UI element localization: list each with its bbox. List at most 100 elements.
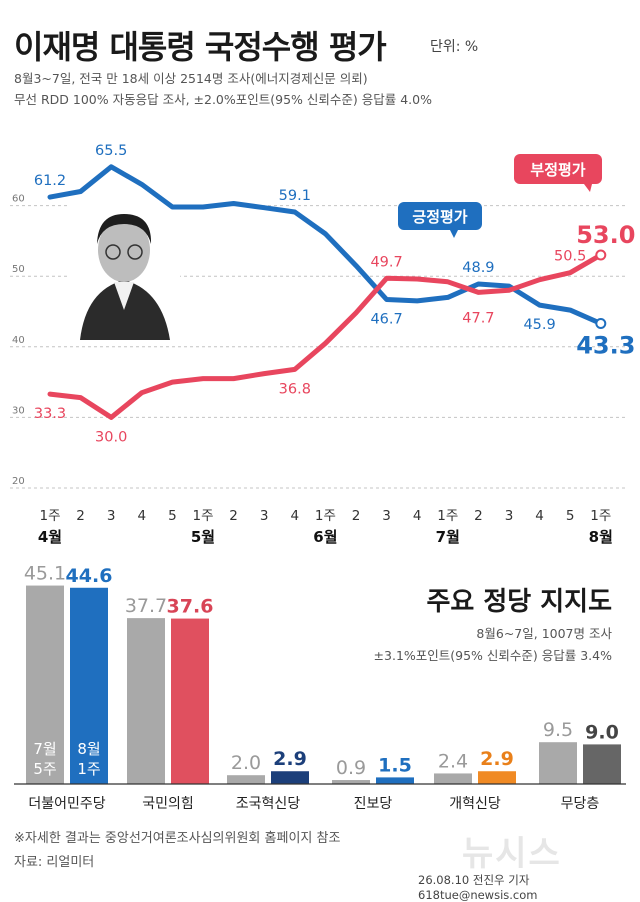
bar-survey-info-line-1: 8월6~7일, 1007명 조사 (476, 626, 612, 641)
bar-prev-value: 9.5 (543, 719, 573, 741)
x-tick-label: 4 (535, 508, 544, 524)
period-label-curr-week: 1주 (77, 760, 100, 778)
bar-curr (271, 771, 309, 784)
y-tick-label: 20 (12, 476, 25, 487)
y-tick-label: 30 (12, 405, 25, 416)
bar-curr (376, 777, 414, 784)
x-tick-label: 1주 (315, 508, 336, 524)
month-label: 5월 (191, 528, 215, 546)
bar-prev (332, 780, 370, 784)
x-tick-label: 4 (413, 508, 422, 524)
bar-curr-value: 2.9 (480, 748, 514, 770)
callout-box (398, 202, 482, 230)
survey-info-line-1: 8월3~7일, 전국 만 18세 이상 2514명 조사(에너지경제신문 의뢰) (14, 71, 368, 86)
period-label-curr-month: 8월 (77, 740, 100, 758)
x-tick-label: 3 (107, 508, 116, 524)
photo-glasses-right (127, 244, 143, 260)
final-point-marker (595, 318, 607, 330)
x-tick-label: 4 (138, 508, 147, 524)
month-label: 7월 (436, 528, 460, 546)
x-tick-label: 5 (566, 508, 575, 524)
data-label: 36.8 (279, 381, 311, 397)
callout-pointer (450, 230, 458, 238)
photo-glasses-left (105, 244, 121, 260)
data-label: 59.1 (279, 188, 311, 204)
callout-pointer (584, 184, 592, 192)
category-label: 조국혁신당 (236, 796, 301, 812)
bar-survey-info-line-2: ±3.1%포인트(95% 신뢰수준) 응답률 3.4% (374, 648, 613, 663)
final-value-label: 53.0 (576, 221, 635, 249)
bar-curr (583, 744, 621, 784)
x-tick-label: 1주 (192, 508, 213, 524)
bar-prev-value: 2.4 (438, 750, 468, 772)
source-label: 자료: 리얼미터 (14, 855, 95, 870)
bar-prev-value: 2.0 (231, 752, 261, 774)
category-label: 개혁신당 (449, 796, 501, 812)
x-tick-label: 2 (76, 508, 85, 524)
bar-curr-value: 9.0 (585, 721, 619, 743)
bar-curr-value: 37.6 (167, 596, 214, 618)
month-label: 6월 (313, 528, 337, 546)
x-tick-label: 2 (229, 508, 238, 524)
party-support-bar-chart: 주요 정당 지지도 8월6~7일, 1007명 조사 ±3.1%포인트(95% 신뢰… (14, 563, 626, 812)
y-tick-label: 60 (12, 194, 25, 205)
bar-prev (539, 742, 577, 784)
month-label: 4월 (38, 528, 62, 546)
period-label-prev-month: 7월 (33, 740, 56, 758)
data-label: 48.9 (462, 260, 494, 276)
positive-callout: 긍정평가 (398, 202, 482, 238)
data-label: 46.7 (370, 311, 402, 327)
data-label: 50.5 (554, 249, 586, 265)
y-tick-label: 40 (12, 335, 25, 346)
x-tick-label: 3 (260, 508, 269, 524)
bar-prev (227, 775, 265, 784)
data-label: 61.2 (34, 173, 66, 189)
x-tick-label: 2 (474, 508, 483, 524)
credit-line: 26.08.10 전진우 기자 618tue@newsis.com (418, 873, 538, 902)
bar-curr (171, 618, 209, 784)
bar-prev-value: 0.9 (336, 757, 366, 779)
callout-label: 부정평가 (530, 161, 585, 179)
category-label: 더불어민주당 (28, 796, 105, 812)
category-label: 진보당 (354, 796, 393, 812)
category-label: 무당층 (561, 796, 600, 812)
callout-box (514, 154, 602, 184)
bar-curr (70, 587, 108, 784)
final-value-label: 43.3 (576, 332, 635, 360)
x-tick-label: 3 (382, 508, 391, 524)
page-title: 이재명 대통령 국정수행 평가 (14, 28, 387, 66)
bar-prev-value: 45.1 (24, 563, 66, 585)
photo-hair (97, 214, 152, 244)
x-tick-label: 4 (291, 508, 300, 524)
callout-label: 긍정평가 (412, 208, 467, 226)
negative-series-line (47, 252, 604, 420)
x-tick-label: 2 (352, 508, 361, 524)
data-label: 47.7 (462, 310, 494, 326)
survey-info-line-2: 무선 RDD 100% 자동응답 조사, ±2.0%포인트(95% 신뢰수준) … (14, 92, 432, 107)
bar-prev (26, 585, 64, 784)
final-point-marker (595, 249, 607, 261)
bar-curr-value: 44.6 (66, 565, 113, 587)
photo-shirt (114, 282, 134, 310)
x-tick-label: 1주 (39, 508, 60, 524)
newsis-watermark: 뉴시스 (462, 834, 562, 874)
data-label: 45.9 (523, 317, 555, 333)
bar-chart-title: 주요 정당 지지도 (426, 587, 612, 617)
bar-curr-value: 1.5 (378, 754, 412, 776)
unit-label: 단위: % (430, 39, 479, 55)
photo-suit (80, 280, 170, 340)
data-label: 49.7 (370, 254, 402, 270)
data-label: 65.5 (95, 143, 127, 159)
period-label-prev-week: 5주 (33, 760, 56, 778)
x-tick-label: 5 (168, 508, 177, 524)
photo-face (98, 218, 150, 282)
category-label: 국민의힘 (142, 796, 194, 812)
bar-prev (127, 618, 165, 784)
bar-prev (434, 773, 472, 784)
bar-prev-value: 37.7 (125, 595, 167, 617)
footnote: ※자세한 결과는 중앙선거여론조사심의위원회 홈페이지 참조 (14, 831, 341, 846)
y-tick-label: 50 (12, 264, 25, 275)
x-tick-label: 3 (505, 508, 514, 524)
bar-curr (478, 771, 516, 784)
data-label: 33.3 (34, 406, 66, 422)
